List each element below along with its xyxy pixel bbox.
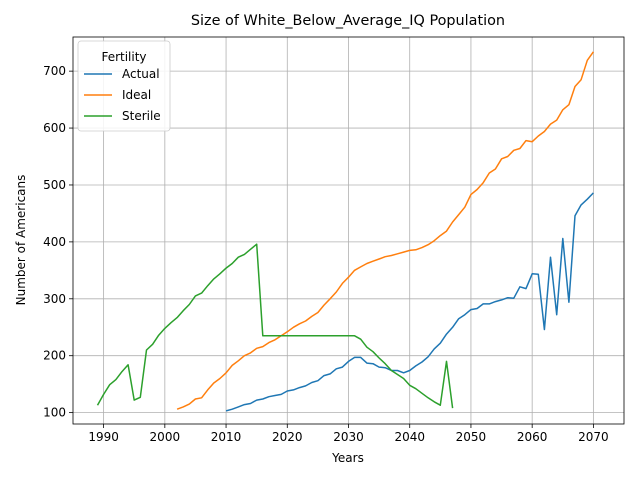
x-tick-label: 2020 xyxy=(272,430,303,444)
y-tick-label: 500 xyxy=(43,178,66,192)
x-tick-label: 2030 xyxy=(333,430,364,444)
y-tick-label: 400 xyxy=(43,235,66,249)
x-tick-label: 2000 xyxy=(150,430,181,444)
y-tick-label: 700 xyxy=(43,64,66,78)
x-tick-label: 2070 xyxy=(578,430,609,444)
y-axis-ticks: 100 200 300 400 500 600 700 xyxy=(43,64,73,420)
series-line-sterile xyxy=(96,243,454,409)
y-tick-label: 600 xyxy=(43,121,66,135)
y-tick-label: 300 xyxy=(43,292,66,306)
chart-title: Size of White_Below_Average_IQ Populatio… xyxy=(191,13,505,29)
legend-label-sterile: Sterile xyxy=(122,109,161,123)
x-axis-label: Years xyxy=(331,451,364,465)
legend-items: Actual Ideal Sterile xyxy=(84,67,161,123)
x-tick-label: 2010 xyxy=(211,430,242,444)
y-tick-label: 200 xyxy=(43,349,66,363)
legend-box xyxy=(77,40,171,132)
x-axis-ticks: 1990 2000 2010 2020 2030 2040 2050 2060 2070 xyxy=(88,424,609,444)
series-line-actual xyxy=(225,192,594,412)
legend-label-ideal: Ideal xyxy=(122,88,151,102)
grid-lines xyxy=(73,37,624,424)
x-tick-label: 2050 xyxy=(456,430,487,444)
legend: Fertility Actual Ideal Sterile xyxy=(77,40,171,132)
series-line-ideal xyxy=(176,51,595,410)
legend-label-actual: Actual xyxy=(122,67,160,81)
x-tick-label: 1990 xyxy=(88,430,119,444)
x-tick-label: 2040 xyxy=(394,430,425,444)
y-tick-label: 100 xyxy=(43,406,66,420)
x-tick-label: 2060 xyxy=(517,430,548,444)
y-axis-label: Number of Americans xyxy=(14,175,28,306)
series-lines xyxy=(96,51,595,412)
legend-title: Fertility xyxy=(101,50,146,64)
